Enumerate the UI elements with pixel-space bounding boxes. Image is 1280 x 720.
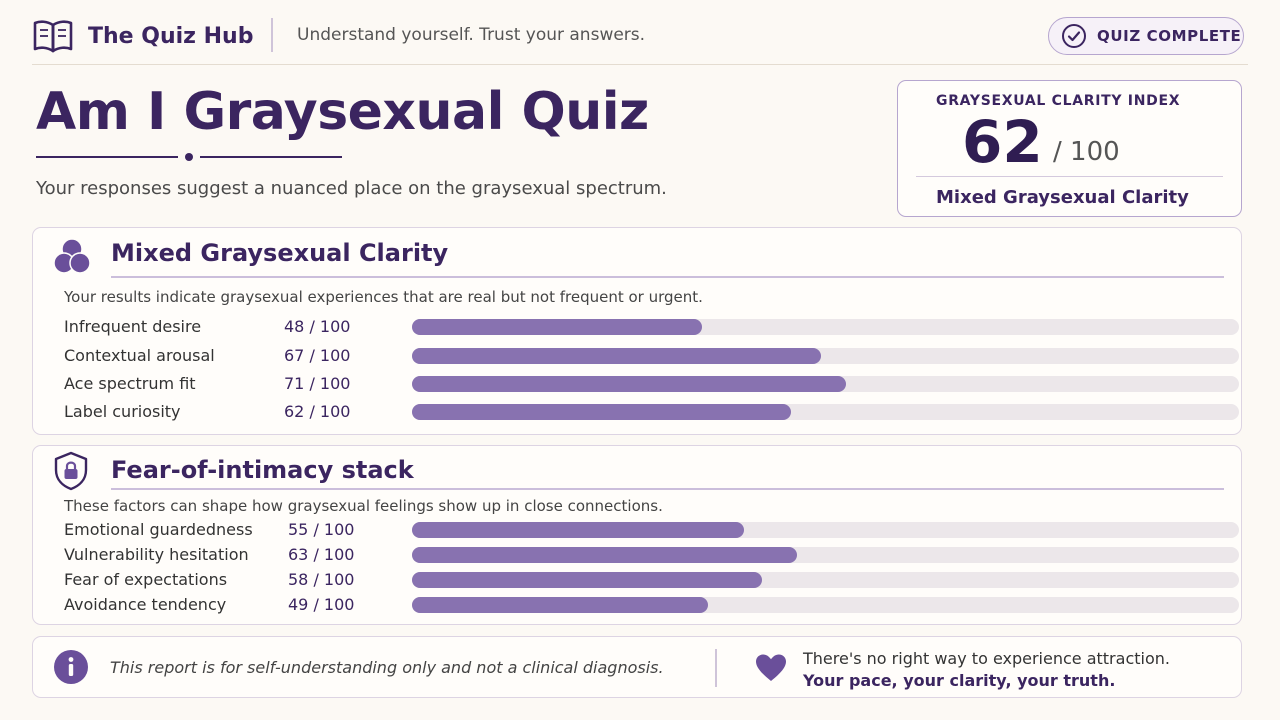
header-rule [32, 64, 1248, 65]
brand-name: The Quiz Hub [88, 23, 254, 49]
clarity-index-card: GRAYSEXUAL CLARITY INDEX 62 / 100 Mixed … [897, 80, 1242, 217]
metric-score: 49 / 100 [288, 595, 355, 614]
metric-bar-fill [412, 597, 708, 613]
metric-bar-fill [412, 522, 745, 538]
metric-score: 58 / 100 [288, 570, 355, 589]
metric-label: Label curiosity [64, 402, 181, 421]
metric-row: Label curiosity 62 / 100 [64, 400, 1239, 424]
section-description: Your results indicate graysexual experie… [64, 288, 703, 306]
clarity-index-caption: Mixed Graysexual Clarity [936, 187, 1189, 208]
metric-row: Infrequent desire 48 / 100 [64, 315, 1239, 339]
clarity-index-value: 62 [962, 108, 1043, 176]
metric-score: 55 / 100 [288, 520, 355, 539]
footer-card: This report is for self-understanding on… [32, 636, 1242, 698]
metric-bar-fill [412, 376, 846, 392]
title-ornament [36, 153, 342, 161]
page-title: Am I Graysexual Quiz [36, 82, 649, 142]
metric-bar-track [412, 319, 1239, 335]
metric-row: Contextual arousal 67 / 100 [64, 344, 1239, 368]
info-circle-icon [54, 650, 88, 684]
metric-score: 71 / 100 [284, 374, 351, 393]
metric-row: Vulnerability hesitation 63 / 100 [64, 543, 1239, 567]
metric-label: Fear of expectations [64, 570, 228, 589]
header-divider [271, 18, 273, 52]
clarity-index-max: / 100 [1053, 137, 1120, 167]
clarity-index-rule [916, 176, 1223, 177]
quiz-complete-badge[interactable]: QUIZ COMPLETE [1048, 17, 1244, 55]
section-rule [111, 488, 1224, 490]
quiz-complete-label: QUIZ COMPLETE [1097, 27, 1242, 45]
metric-bar-track [412, 522, 1239, 538]
metric-bar-track [412, 348, 1239, 364]
brand[interactable]: The Quiz Hub [32, 16, 253, 56]
section-description: These factors can shape how graysexual f… [64, 497, 663, 515]
metric-score: 63 / 100 [288, 545, 355, 564]
metric-bar-track [412, 404, 1239, 420]
metric-bar-fill [412, 348, 822, 364]
footer-divider [715, 649, 717, 687]
metric-score: 48 / 100 [284, 317, 351, 336]
metric-row: Fear of expectations 58 / 100 [64, 568, 1239, 592]
metric-label: Infrequent desire [64, 317, 202, 336]
shield-lock-icon [54, 451, 88, 491]
metric-bar-fill [412, 319, 702, 335]
metric-label: Contextual arousal [64, 346, 215, 365]
clarity-index-label: GRAYSEXUAL CLARITY INDEX [936, 93, 1181, 109]
metric-score: 67 / 100 [284, 346, 351, 365]
metric-label: Ace spectrum fit [64, 374, 196, 393]
metric-row: Avoidance tendency 49 / 100 [64, 593, 1239, 617]
metric-bar-track [412, 376, 1239, 392]
metric-row: Emotional guardedness 55 / 100 [64, 518, 1239, 542]
disclaimer-text: This report is for self-understanding on… [110, 658, 664, 677]
section-intimacy: Fear-of-intimacy stack These factors can… [32, 445, 1242, 625]
tagline: Understand yourself. Trust your answers. [297, 25, 646, 45]
section-clarity: Mixed Graysexual Clarity Your results in… [32, 227, 1242, 435]
section-heading: Fear-of-intimacy stack [111, 456, 414, 484]
page-subtitle: Your responses suggest a nuanced place o… [36, 178, 667, 199]
metric-bar-track [412, 547, 1239, 563]
metric-label: Vulnerability hesitation [64, 545, 249, 564]
affirmation-line-2: Your pace, your clarity, your truth. [803, 671, 1116, 690]
metric-score: 62 / 100 [284, 402, 351, 421]
section-rule [111, 276, 1224, 278]
metric-bar-fill [412, 547, 798, 563]
metric-bar-track [412, 572, 1239, 588]
heart-icon [756, 654, 786, 681]
app-header: The Quiz Hub Understand yourself. Trust … [0, 0, 1280, 66]
metric-row: Ace spectrum fit 71 / 100 [64, 372, 1239, 396]
check-circle-icon [1062, 24, 1086, 48]
section-heading: Mixed Graysexual Clarity [111, 239, 449, 267]
metric-bar-fill [412, 572, 763, 588]
open-book-icon [33, 20, 73, 53]
metric-label: Emotional guardedness [64, 520, 253, 539]
metric-bar-track [412, 597, 1239, 613]
affirmation-line-1: There's no right way to experience attra… [803, 649, 1170, 668]
overlapping-circles-icon [53, 238, 91, 274]
metric-label: Avoidance tendency [64, 595, 227, 614]
metric-bar-fill [412, 404, 792, 420]
